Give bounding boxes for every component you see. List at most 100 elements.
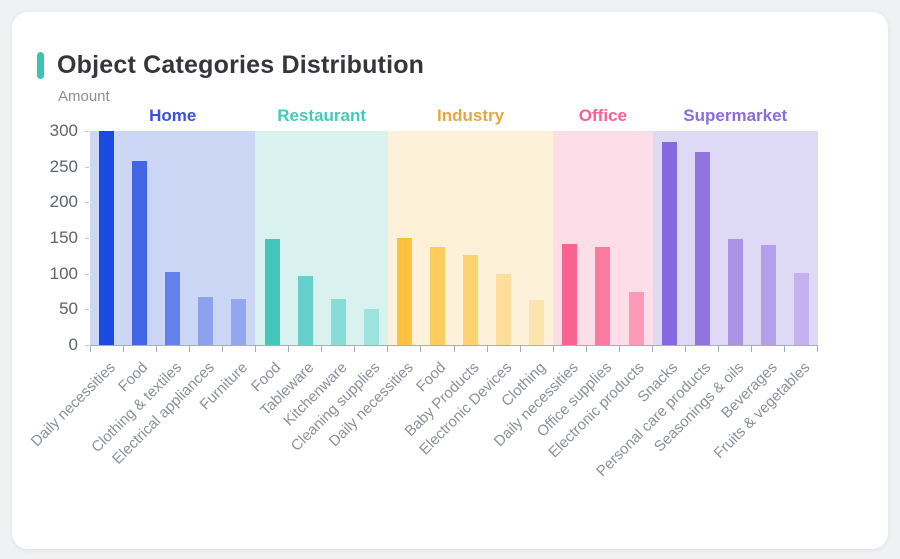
bar-slot: [156, 131, 189, 345]
bar-supermarket-fruits-vegetables[interactable]: [793, 272, 809, 345]
title-row: Object Categories Distribution: [37, 51, 424, 80]
chart-card: Object Categories Distribution Amount Ho…: [12, 12, 888, 549]
bar-slot: [487, 131, 520, 345]
x-tick: [587, 346, 620, 352]
bar-slot: [123, 131, 156, 345]
bar-supermarket-snacks[interactable]: [661, 142, 677, 345]
x-tick: [322, 346, 356, 352]
bar-slot: [785, 131, 818, 345]
bar-slot: [322, 131, 355, 345]
bar-supermarket-seasonings-oils[interactable]: [727, 239, 743, 345]
bar-slot: [752, 131, 785, 345]
bar-restaurant-food[interactable]: [264, 239, 280, 345]
x-tick: [223, 346, 257, 352]
x-tick: [157, 346, 191, 352]
bar-restaurant-kitchenware[interactable]: [330, 298, 346, 345]
bar-home-daily-necessities[interactable]: [99, 131, 115, 345]
bar-slot: [388, 131, 421, 345]
group-label-supermarket: Supermarket: [683, 106, 788, 125]
bar-industry-baby-products[interactable]: [463, 255, 479, 345]
tick-group: [256, 346, 389, 352]
bar-slot: [222, 131, 255, 345]
bar-home-furniture[interactable]: [231, 299, 247, 345]
tick-group: [91, 346, 257, 352]
y-label-100: 100: [49, 263, 78, 283]
x-tick: [124, 346, 158, 352]
plot-area: [90, 131, 818, 346]
y-label-200: 200: [49, 192, 78, 212]
bar-supermarket-personal-care-products[interactable]: [694, 152, 710, 345]
y-tick: [85, 131, 89, 132]
y-axis-title: Amount: [58, 88, 110, 105]
bar-slot: [653, 131, 686, 345]
bar-slot: [355, 131, 388, 345]
x-tick: [719, 346, 752, 352]
y-tick: [85, 238, 89, 239]
y-tick: [85, 202, 89, 204]
bar-industry-food[interactable]: [429, 246, 445, 345]
title-accent-bar: [37, 52, 44, 79]
bar-office-daily-necessities[interactable]: [562, 243, 578, 345]
y-tick: [85, 309, 89, 311]
bar-slot: [520, 131, 553, 345]
bar-industry-clothing[interactable]: [529, 300, 545, 345]
x-tick: [653, 346, 686, 352]
y-label-150: 150: [49, 228, 78, 247]
bar-slot: [619, 131, 652, 345]
x-tick: [91, 346, 125, 352]
bar-restaurant-cleaning-supplies[interactable]: [363, 308, 379, 345]
group-band-office: [553, 131, 653, 345]
bar-slot: [189, 131, 222, 345]
page-title: Object Categories Distribution: [57, 51, 425, 79]
y-tick: [85, 345, 89, 346]
group-band-restaurant: [255, 131, 388, 345]
group-label-industry: Industry: [437, 106, 505, 125]
group-label-home: Home: [149, 106, 197, 125]
bar-slot: [686, 131, 719, 345]
bar-slot: [454, 131, 487, 345]
bar-home-food[interactable]: [132, 160, 148, 345]
x-axis-labels: Daily necessities Food Clothing & textiles…: [28, 352, 818, 512]
x-tick: [355, 346, 389, 352]
bar-slot: [719, 131, 752, 345]
bar-home-electrical-appliances[interactable]: [198, 296, 214, 345]
bar-slot: [553, 131, 586, 345]
y-label-300: 300: [49, 121, 78, 140]
bar-slot: [289, 131, 322, 345]
x-tick: [785, 346, 819, 352]
x-tick: [488, 346, 521, 352]
x-axis-ticks: [90, 346, 819, 352]
group-label-restaurant: Restaurant: [277, 106, 367, 125]
x-tick: [421, 346, 455, 352]
bar-slot: [586, 131, 619, 345]
bar-office-electronic-products[interactable]: [628, 292, 644, 345]
tick-group: [653, 346, 819, 352]
x-tick: [554, 346, 587, 352]
group-band-industry: [387, 131, 554, 345]
y-tick: [85, 166, 89, 168]
y-label-50: 50: [59, 299, 78, 319]
bar-chart: Home Restaurant Industry Office Supermarket …: [28, 106, 819, 512]
bar-office-office-supplies[interactable]: [595, 246, 611, 345]
x-tick: [256, 346, 290, 352]
bar-slot: [90, 131, 123, 345]
bar-restaurant-tableware[interactable]: [297, 275, 313, 345]
y-tick: [85, 273, 89, 275]
group-label-office: Office: [578, 106, 627, 125]
x-tick: [388, 346, 422, 352]
x-tick: [190, 346, 224, 352]
y-label-0: 0: [68, 335, 78, 354]
x-tick: [455, 346, 488, 352]
group-band-supermarket: [652, 131, 818, 345]
tick-group: [388, 346, 554, 352]
x-tick: [521, 346, 554, 352]
bar-industry-daily-necessities[interactable]: [396, 238, 412, 345]
bar-slot: [255, 131, 288, 345]
bar-industry-electronic-devices[interactable]: [496, 274, 512, 345]
bar-home-clothing-textiles[interactable]: [165, 272, 181, 345]
bar-supermarket-beverages[interactable]: [760, 245, 776, 345]
group-band-home: [90, 131, 256, 345]
tick-group: [554, 346, 653, 352]
x-tick: [289, 346, 323, 352]
